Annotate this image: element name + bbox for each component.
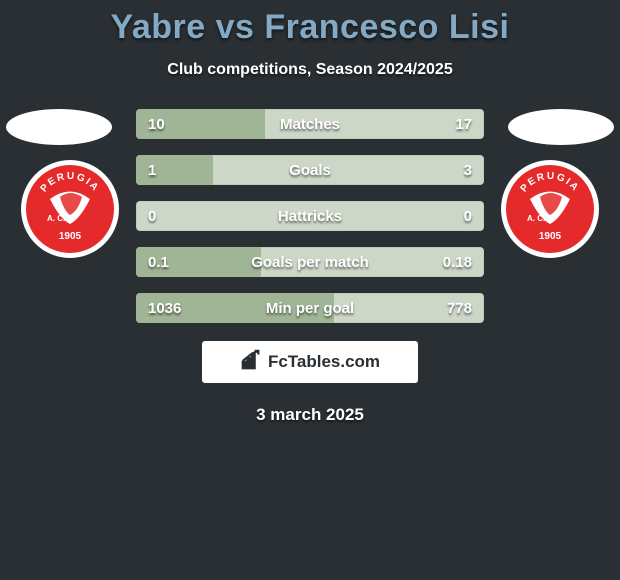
stat-label: Goals: [136, 155, 484, 185]
comparison-card: Yabre vs Francesco Lisi Club competition…: [0, 0, 620, 425]
stat-row-mpg: 1036 Min per goal 778: [136, 293, 484, 323]
stat-value-right: 3: [464, 155, 472, 185]
stat-value-right: 778: [447, 293, 472, 323]
stat-value-right: 17: [455, 109, 472, 139]
stat-row-hattricks: 0 Hattricks 0: [136, 201, 484, 231]
stat-list: 10 Matches 17 1 Goals 3 0 Hattricks 0 0.…: [136, 109, 484, 323]
stat-label: Goals per match: [136, 247, 484, 277]
svg-text:A. C.: A. C.: [527, 214, 545, 223]
svg-text:A. C.: A. C.: [47, 214, 65, 223]
page-title: Yabre vs Francesco Lisi: [0, 8, 620, 47]
chart-icon: [240, 349, 262, 376]
club-badge-right: PERUGIA A. C. 1905: [500, 159, 600, 259]
stat-label: Hattricks: [136, 201, 484, 231]
footer-date: 3 march 2025: [0, 405, 620, 425]
player-slot-left: [6, 109, 112, 145]
stat-row-goals: 1 Goals 3: [136, 155, 484, 185]
stat-row-gpm: 0.1 Goals per match 0.18: [136, 247, 484, 277]
brand-box: FcTables.com: [202, 341, 418, 383]
brand-label: FcTables.com: [268, 352, 380, 372]
club-badge-left: PERUGIA A. C. 1905: [20, 159, 120, 259]
stat-value-right: 0.18: [443, 247, 472, 277]
page-subtitle: Club competitions, Season 2024/2025: [0, 61, 620, 79]
stat-label: Min per goal: [136, 293, 484, 323]
stat-value-right: 0: [464, 201, 472, 231]
stats-area: PERUGIA A. C. 1905 PERUGIA A. C. 1905: [0, 109, 620, 323]
svg-text:1905: 1905: [59, 231, 82, 242]
svg-text:1905: 1905: [539, 231, 562, 242]
stat-row-matches: 10 Matches 17: [136, 109, 484, 139]
stat-label: Matches: [136, 109, 484, 139]
player-slot-right: [508, 109, 614, 145]
